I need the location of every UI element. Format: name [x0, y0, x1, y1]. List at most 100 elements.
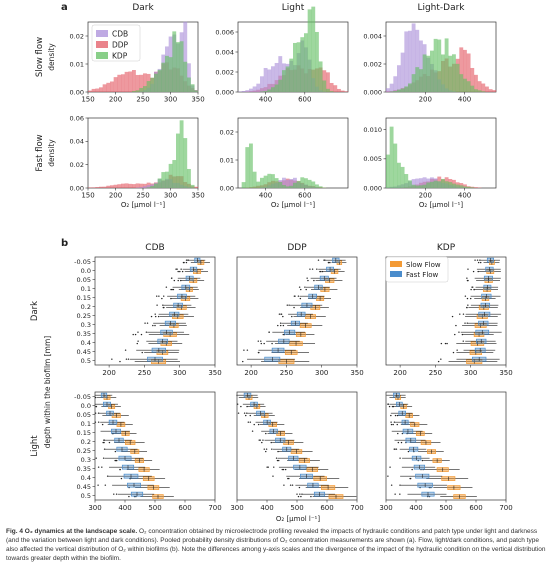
hist-bar-cdb	[249, 88, 253, 92]
hist-bar-kdp	[154, 183, 158, 188]
outlier-point	[240, 405, 242, 408]
hist-bar-kdp	[300, 37, 305, 92]
histogram-axes: 0.000 0.002 0.004 200 400	[363, 21, 497, 104]
hist-bar-kdp	[404, 86, 409, 92]
outlier-point	[154, 313, 156, 315]
outlier-point	[106, 475, 109, 477]
outlier-point	[459, 313, 461, 315]
outlier-point	[277, 450, 279, 453]
outlier-point	[277, 324, 279, 327]
x-tick-label: 200	[419, 96, 432, 104]
x-tick-label: 300	[464, 369, 477, 377]
hist-bar-kdp	[260, 91, 264, 92]
outlier-point	[172, 288, 175, 291]
panel-a-ylabel: density	[47, 43, 56, 71]
outlier-point	[173, 279, 176, 282]
outlier-point	[321, 270, 324, 273]
hist-bar-kdp	[143, 86, 147, 92]
hist-bar-kdp	[400, 166, 405, 188]
hist-bar-kdp	[400, 88, 405, 92]
legend-label: KDP	[112, 51, 128, 60]
depth-tick-label: 0.3	[81, 456, 91, 464]
hist-bar-kdp	[437, 181, 442, 188]
depth-tick-label: 0.4	[81, 339, 91, 347]
hist-bar-kdp	[307, 179, 312, 188]
outlier-point	[236, 403, 239, 405]
hist-bar-kdp	[263, 175, 268, 188]
hist-bar-cdb	[146, 185, 151, 188]
outlier-point	[170, 297, 172, 300]
outlier-point	[150, 315, 153, 318]
hist-bar-kdp	[326, 88, 330, 92]
hist-bar-ddp	[488, 89, 493, 92]
x-tick-label: 300	[164, 192, 177, 200]
hist-bar-kdp	[419, 69, 423, 92]
outlier-point	[296, 493, 298, 495]
hist-bar-kdp	[311, 181, 316, 188]
hist-bar-ddp	[121, 74, 125, 92]
hist-bar-kdp	[470, 85, 475, 92]
outlier-point	[97, 466, 100, 468]
outlier-point	[171, 277, 173, 279]
outlier-point	[462, 313, 465, 315]
hist-bar-kdp	[172, 31, 177, 92]
outlier-point	[470, 288, 472, 291]
hist-bar-cdb	[393, 76, 398, 92]
hist-bar-kdp	[135, 90, 140, 92]
outlier-point	[399, 493, 401, 495]
x-tick-label: 600	[469, 504, 482, 512]
hist-bar-cdb	[143, 186, 147, 188]
outlier-point	[262, 439, 264, 441]
outlier-point	[454, 333, 456, 336]
outlier-point	[300, 495, 302, 498]
hist-bar-kdp	[315, 184, 319, 188]
hist-bar-ddp	[91, 88, 96, 92]
panel-b-xlabel: O₂ [μmol l⁻¹]	[276, 515, 320, 523]
hist-bar-ddp	[194, 186, 199, 188]
hist-bar-cdb	[404, 31, 409, 92]
hist-bar-kdp	[452, 54, 456, 92]
depth-tick-label: 0.25	[77, 447, 91, 455]
outlier-point	[141, 351, 143, 354]
outlier-point	[451, 315, 454, 318]
outlier-point	[280, 324, 282, 327]
hist-bar-kdp	[441, 178, 445, 188]
hist-bar-kdp	[263, 91, 268, 92]
boxplot-axes: 200 250 300 350	[236, 256, 364, 377]
outlier-point	[175, 268, 177, 270]
x-tick-label: 700	[499, 504, 512, 512]
hist-bar-kdp	[190, 184, 195, 188]
hist-bar-kdp	[132, 91, 136, 92]
outlier-point	[273, 466, 275, 468]
hist-bar-kdp	[307, 9, 312, 93]
hist-bar-kdp	[459, 74, 464, 92]
boxplot-axes: -0.050.00.050.10.150.20.250.30.350.40.45…	[74, 391, 222, 512]
hist-bar-kdp	[172, 160, 177, 188]
outlier-point	[187, 259, 189, 261]
hist-bar-cdb	[411, 23, 416, 92]
outlier-point	[446, 342, 448, 345]
outlier-point	[397, 432, 399, 435]
outlier-point	[397, 441, 400, 444]
depth-tick-label: -0.05	[74, 393, 91, 401]
depth-tick-label: 0.5	[81, 357, 91, 365]
hist-bar-ddp	[117, 184, 122, 188]
outlier-point	[267, 466, 269, 468]
y-tick-label: 0.004	[363, 32, 382, 40]
hist-bar-kdp	[411, 74, 416, 92]
hist-bar-kdp	[389, 126, 394, 188]
y-tick-label: 0.04	[70, 138, 84, 146]
outlier-point	[409, 477, 411, 480]
x-tick-label: 250	[136, 96, 149, 104]
outlier-point	[297, 495, 300, 498]
outlier-point	[243, 349, 245, 351]
hist-bar-cdb	[278, 56, 283, 92]
outlier-point	[456, 349, 458, 351]
outlier-point	[323, 259, 325, 261]
outlier-point	[477, 261, 480, 264]
outlier-point	[317, 259, 320, 261]
hist-bar-kdp	[289, 185, 294, 188]
outlier-point	[177, 270, 179, 273]
outlier-point	[103, 448, 106, 450]
outlier-point	[281, 468, 284, 471]
